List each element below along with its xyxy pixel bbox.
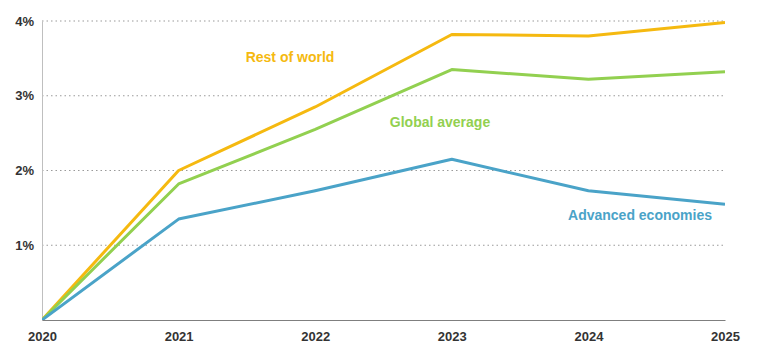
x-axis: 2020 2021 2022 2023 2024 2025: [28, 320, 740, 344]
series-line: [42, 70, 725, 320]
grid: [42, 21, 725, 245]
series-line: [42, 22, 725, 320]
grid-line: [42, 95, 725, 96]
y-axis-line: [42, 22, 43, 321]
y-tick: 3%: [15, 88, 42, 103]
series-label: Global average: [390, 114, 491, 130]
grid-line: [42, 20, 725, 21]
series-label: Rest of world: [246, 49, 335, 65]
grid-line: [42, 170, 725, 171]
x-tick-label: 2025: [711, 329, 740, 344]
x-tick-label: 2024: [574, 329, 604, 344]
x-tick-label: 2022: [301, 329, 330, 344]
x-tick: 2021: [165, 320, 194, 344]
y-axis: 1% 2% 3% 4%: [15, 14, 42, 321]
y-tick-label: 1%: [15, 238, 34, 253]
chart: 1% 2% 3% 4% 2020 2021 2022 2023 2024 2025 Rest of …: [0, 0, 768, 364]
y-tick-label: 3%: [15, 88, 34, 103]
x-tick: 2025: [711, 320, 740, 344]
x-tick: 2022: [301, 320, 330, 344]
y-tick-label: 4%: [15, 14, 34, 29]
x-tick-label: 2023: [438, 329, 467, 344]
y-tick: 1%: [15, 238, 42, 253]
x-tick-label: 2021: [165, 329, 194, 344]
series-line: [42, 159, 725, 320]
x-tick: 2024: [574, 320, 604, 344]
plot-area: [42, 22, 725, 320]
x-tick-label: 2020: [28, 329, 57, 344]
y-tick: 2%: [15, 163, 42, 178]
series-labels: Rest of world Global average Advanced econ…: [246, 49, 713, 223]
y-tick: 4%: [15, 14, 42, 29]
y-tick-label: 2%: [15, 163, 34, 178]
x-tick: 2023: [438, 320, 467, 344]
series-label: Advanced economies: [568, 207, 712, 223]
x-tick: 2020: [28, 320, 57, 344]
x-axis-line: [43, 320, 726, 321]
